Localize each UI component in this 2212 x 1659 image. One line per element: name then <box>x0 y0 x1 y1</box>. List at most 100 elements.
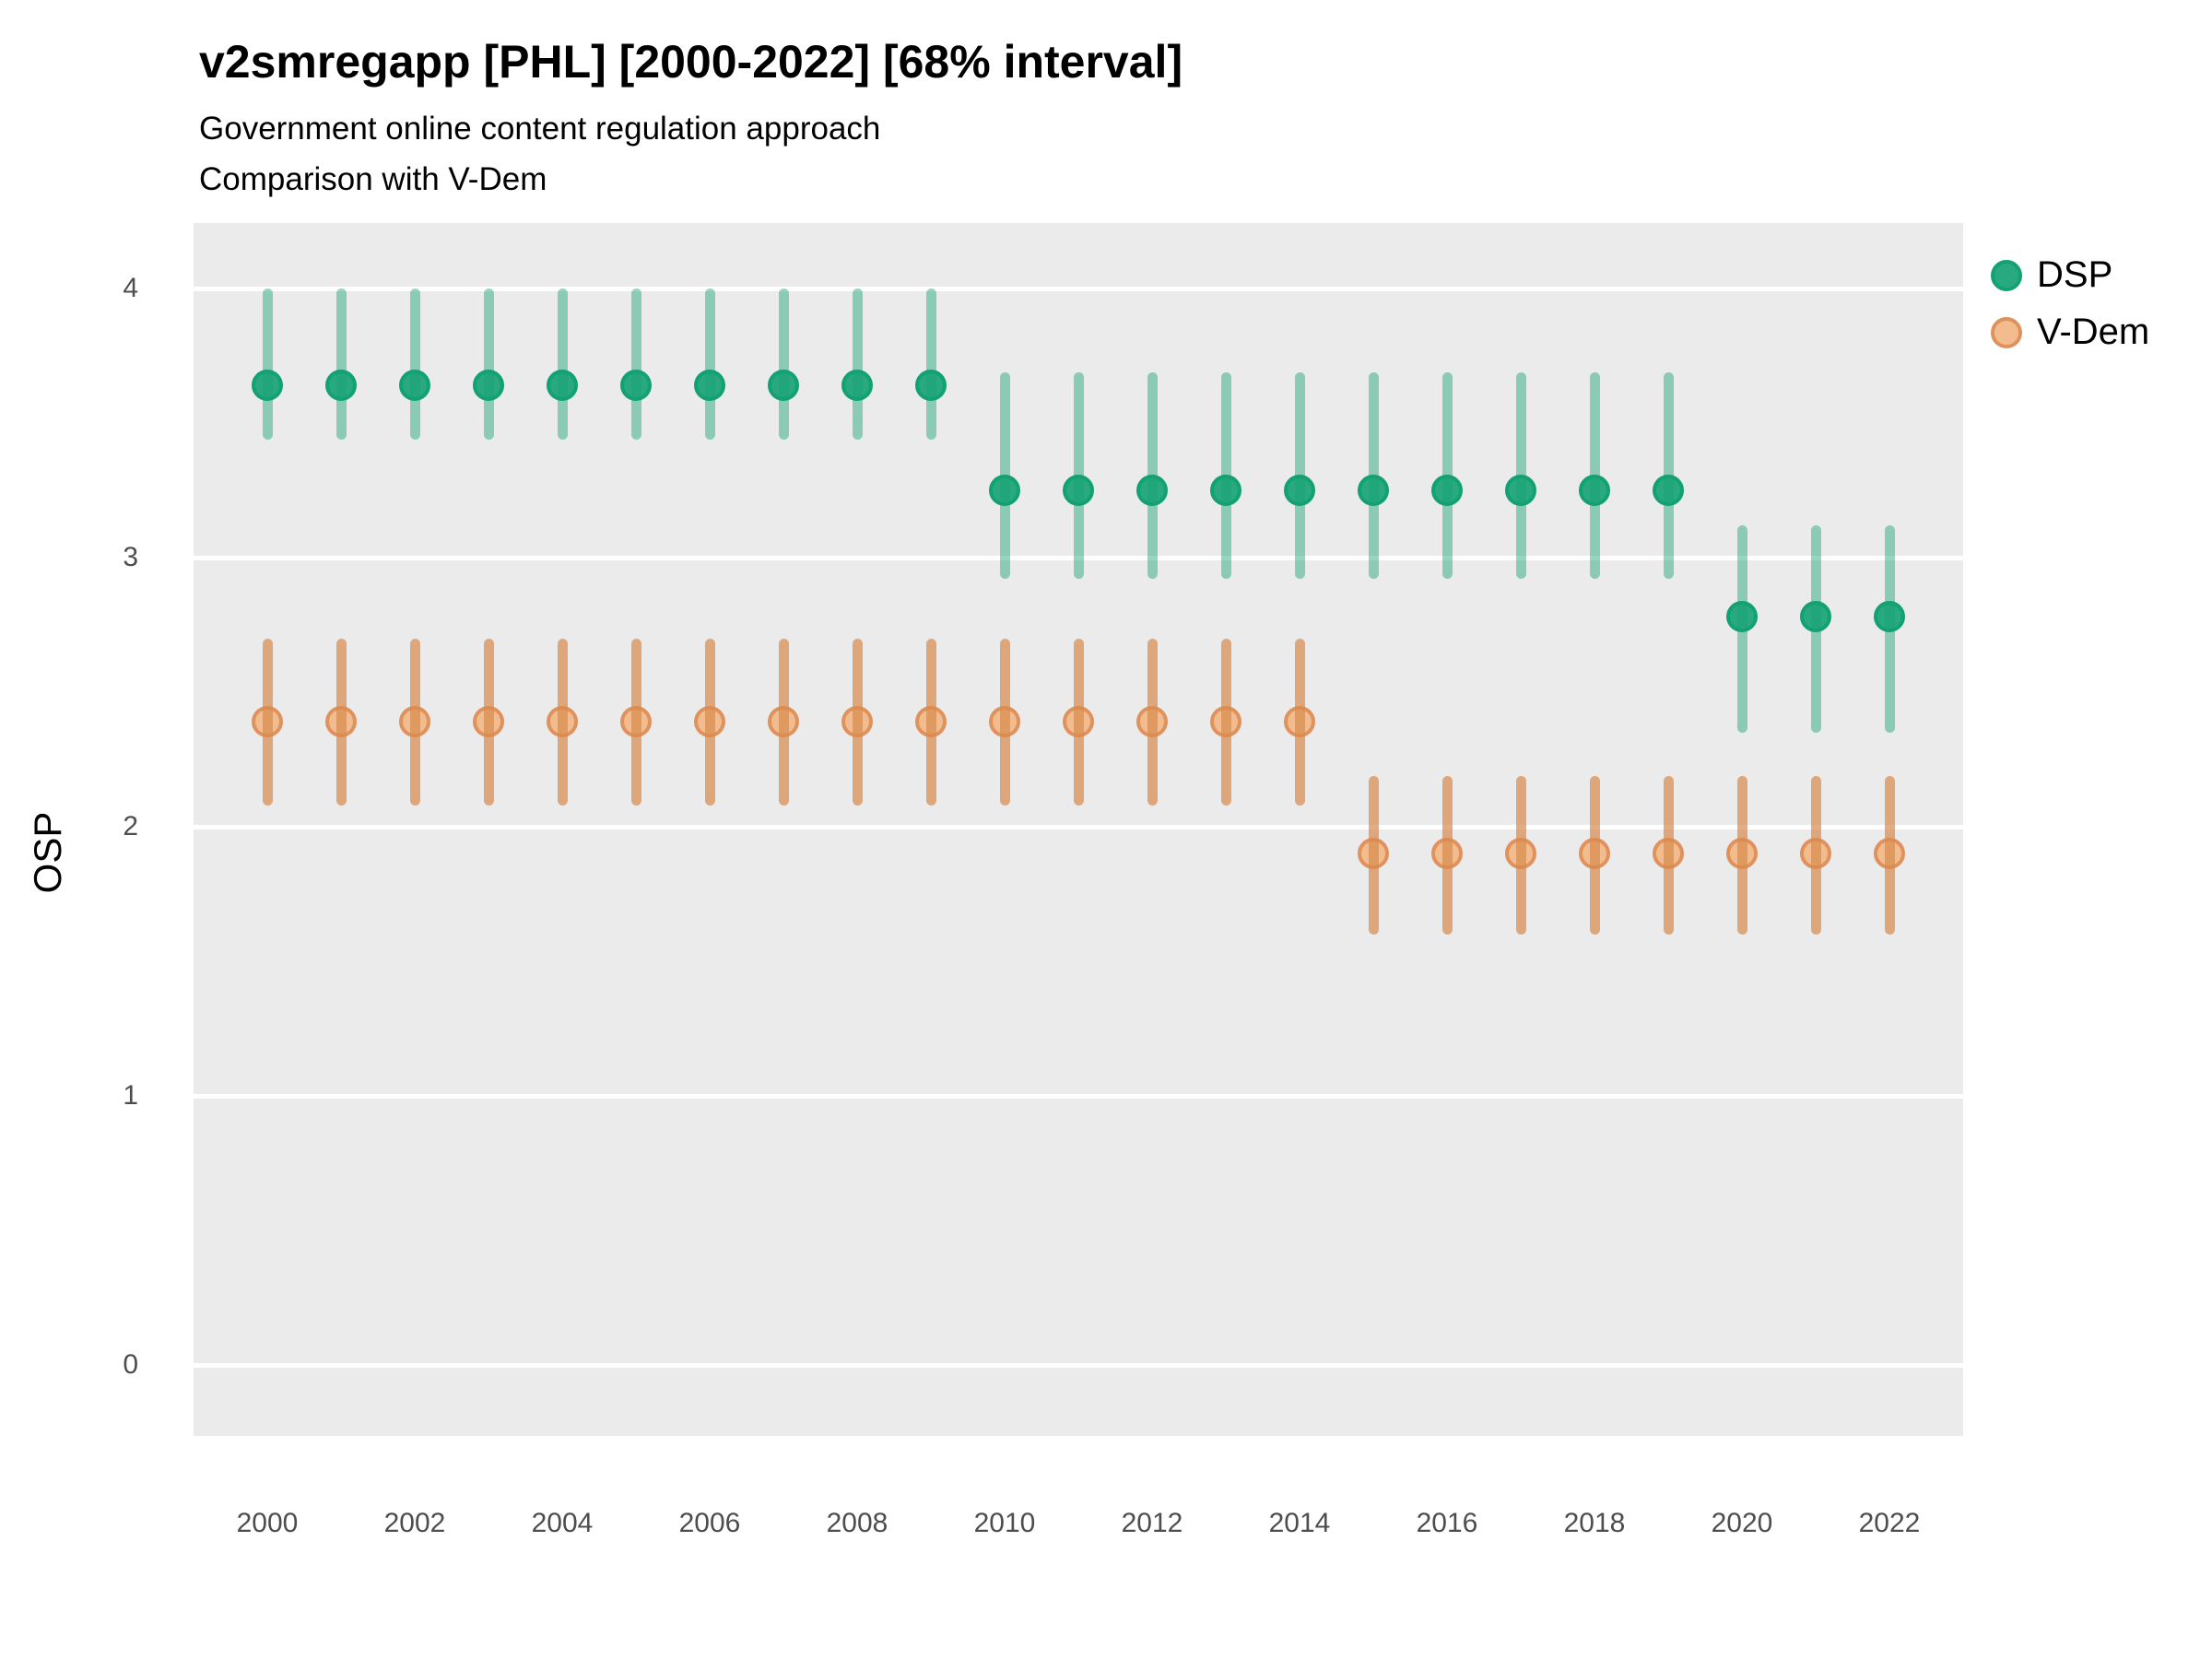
y-tick-label-3: 3 <box>123 542 138 572</box>
interval-V-Dem-2005 <box>630 638 641 806</box>
interval-V-Dem-2010 <box>999 638 1010 806</box>
interval-V-Dem-2019 <box>1663 775 1674 935</box>
interval-V-Dem-2008 <box>852 638 863 806</box>
interval-DSP-2006 <box>704 288 715 440</box>
x-tick-label-2020: 2020 <box>1711 1508 1773 1538</box>
interval-V-Dem-2016 <box>1441 775 1453 935</box>
interval-V-Dem-2013 <box>1220 638 1231 806</box>
interval-DSP-2005 <box>630 288 641 440</box>
point-DSP-2005 <box>620 370 652 402</box>
interval-V-Dem-2018 <box>1589 775 1600 935</box>
x-tick-label-2010: 2010 <box>973 1508 1036 1538</box>
interval-V-Dem-2002 <box>409 638 420 806</box>
legend: DSP V-Dem <box>1991 254 2149 369</box>
point-DSP-2020 <box>1726 601 1758 633</box>
interval-V-Dem-2015 <box>1368 775 1379 935</box>
interval-DSP-2008 <box>852 288 863 440</box>
x-tick-label-2018: 2018 <box>1563 1508 1626 1538</box>
point-DSP-2012 <box>1136 475 1168 506</box>
x-tick-label-2022: 2022 <box>1858 1508 1921 1538</box>
x-tick-label-2002: 2002 <box>383 1508 446 1538</box>
interval-DSP-2003 <box>483 288 494 440</box>
legend-vdem-dot-icon <box>1991 316 2022 348</box>
legend-dsp-dot-icon <box>1991 259 2022 291</box>
interval-DSP-2019 <box>1663 371 1674 580</box>
interval-DSP-2015 <box>1368 371 1379 580</box>
interval-V-Dem-2009 <box>925 638 936 806</box>
interval-V-Dem-2011 <box>1073 638 1084 806</box>
y-tick-label-4: 4 <box>123 273 138 303</box>
point-DSP-2011 <box>1063 475 1094 506</box>
x-tick-label-2016: 2016 <box>1416 1508 1478 1538</box>
gridline-y-3 <box>194 555 1963 560</box>
interval-DSP-2012 <box>1147 371 1158 580</box>
gridline-y-0 <box>194 1362 1963 1368</box>
plot-panel <box>194 223 1963 1436</box>
interval-V-Dem-2003 <box>483 638 494 806</box>
chart-title: v2smregapp [PHL] [2000-2022] [68% interv… <box>199 36 1183 88</box>
x-tick-label-2012: 2012 <box>1121 1508 1183 1538</box>
interval-DSP-2009 <box>925 288 936 440</box>
legend-vdem-label: V-Dem <box>2037 312 2150 352</box>
interval-DSP-2011 <box>1073 371 1084 580</box>
point-DSP-2007 <box>768 370 799 402</box>
interval-V-Dem-2017 <box>1515 775 1526 935</box>
interval-DSP-2018 <box>1589 371 1600 580</box>
interval-DSP-2020 <box>1736 524 1747 733</box>
chart-subtitle-line2: Comparison with V-Dem <box>199 161 547 197</box>
y-tick-label-2: 2 <box>123 811 138 841</box>
x-tick-label-2004: 2004 <box>531 1508 594 1538</box>
point-DSP-2000 <box>252 370 283 402</box>
point-DSP-2021 <box>1800 601 1831 633</box>
legend-dsp-label: DSP <box>2037 254 2113 295</box>
interval-V-Dem-2000 <box>262 638 273 806</box>
interval-DSP-2004 <box>557 288 568 440</box>
point-DSP-2016 <box>1431 475 1463 506</box>
interval-DSP-2013 <box>1220 371 1231 580</box>
y-tick-label-0: 0 <box>123 1349 138 1380</box>
point-DSP-2008 <box>841 370 873 402</box>
interval-V-Dem-2006 <box>704 638 715 806</box>
legend-item-vdem: V-Dem <box>1991 312 2149 353</box>
point-DSP-2014 <box>1284 475 1315 506</box>
interval-V-Dem-2012 <box>1147 638 1158 806</box>
interval-DSP-2021 <box>1810 524 1821 733</box>
gridline-y-1 <box>194 1093 1963 1099</box>
interval-V-Dem-2021 <box>1810 775 1821 935</box>
point-DSP-2001 <box>325 370 357 402</box>
interval-V-Dem-2004 <box>557 638 568 806</box>
x-tick-label-2014: 2014 <box>1268 1508 1331 1538</box>
interval-V-Dem-2020 <box>1736 775 1747 935</box>
interval-V-Dem-2001 <box>335 638 347 806</box>
legend-item-dsp: DSP <box>1991 254 2149 296</box>
point-DSP-2013 <box>1210 475 1241 506</box>
point-DSP-2015 <box>1358 475 1389 506</box>
gridline-y-4 <box>194 286 1963 291</box>
point-DSP-2006 <box>694 370 725 402</box>
interval-DSP-2017 <box>1515 371 1526 580</box>
point-DSP-2003 <box>473 370 504 402</box>
gridline-y-2 <box>194 824 1963 830</box>
point-DSP-2002 <box>399 370 430 402</box>
point-DSP-2010 <box>989 475 1020 506</box>
point-DSP-2022 <box>1874 601 1905 633</box>
interval-DSP-2001 <box>335 288 347 440</box>
point-DSP-2019 <box>1653 475 1684 506</box>
interval-DSP-2010 <box>999 371 1010 580</box>
x-tick-label-2008: 2008 <box>826 1508 888 1538</box>
interval-DSP-2022 <box>1884 524 1895 733</box>
x-tick-label-2006: 2006 <box>678 1508 741 1538</box>
interval-DSP-2002 <box>409 288 420 440</box>
point-DSP-2018 <box>1579 475 1610 506</box>
point-DSP-2017 <box>1505 475 1536 506</box>
x-tick-label-2000: 2000 <box>236 1508 299 1538</box>
interval-DSP-2000 <box>262 288 273 440</box>
point-DSP-2004 <box>547 370 578 402</box>
chart-subtitle-line1: Government online content regulation app… <box>199 111 881 147</box>
interval-V-Dem-2022 <box>1884 775 1895 935</box>
y-tick-label-1: 1 <box>123 1080 138 1111</box>
interval-DSP-2016 <box>1441 371 1453 580</box>
point-DSP-2009 <box>915 370 947 402</box>
interval-DSP-2007 <box>778 288 789 440</box>
interval-V-Dem-2014 <box>1294 638 1305 806</box>
